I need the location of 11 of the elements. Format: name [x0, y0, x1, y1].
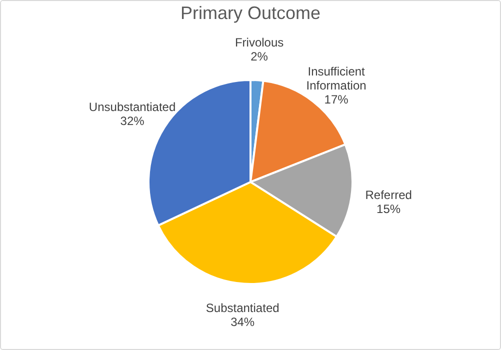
slice-label: Unsubstantiated	[88, 100, 176, 114]
slice-label: Insufficient Information	[306, 64, 366, 92]
data-label: 34%	[230, 314, 255, 329]
slice-label: Frivolous	[234, 35, 284, 50]
data-label: 32%	[120, 114, 145, 128]
data-label: 2%	[250, 49, 268, 64]
slice-label: Referred	[365, 188, 412, 202]
chart-title: Primary Outcome	[180, 3, 321, 23]
slice-label: Substantiated	[206, 300, 280, 315]
data-label: 15%	[376, 202, 401, 216]
data-label: 17%	[324, 92, 349, 106]
